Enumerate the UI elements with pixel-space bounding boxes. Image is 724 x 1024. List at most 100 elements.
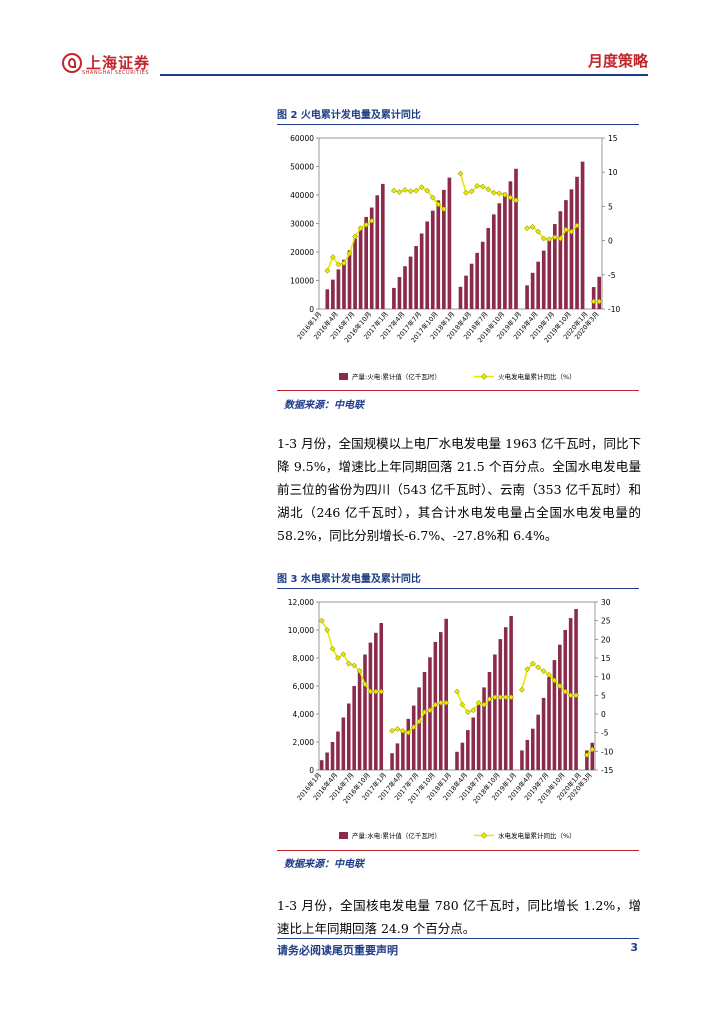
bar (469, 263, 474, 309)
bar (541, 697, 546, 770)
bar (503, 192, 507, 309)
bar (487, 672, 492, 770)
bar (330, 742, 335, 770)
bar (585, 750, 589, 770)
bar (374, 632, 378, 770)
line-point (399, 727, 406, 734)
line-point (590, 298, 597, 305)
y2-axis-tick-label: -15 (601, 766, 613, 775)
line-point (424, 187, 431, 194)
y-axis-tick-label: 6,000 (293, 682, 315, 691)
bar (530, 728, 535, 770)
y2-axis-tick-label: 20 (601, 635, 611, 644)
line-point (429, 194, 436, 201)
bar (482, 687, 486, 770)
y-axis-tick-label: 30000 (290, 220, 314, 229)
bar (430, 210, 435, 309)
line-point (551, 677, 558, 684)
bar (530, 272, 535, 309)
line-point (459, 701, 466, 708)
bar (325, 752, 329, 770)
bar (403, 266, 407, 309)
line-point (485, 186, 492, 193)
bar (442, 189, 446, 309)
line-point (421, 709, 428, 716)
line-point (389, 727, 396, 734)
y2-axis-tick-label: 5 (608, 202, 613, 211)
line-point (546, 236, 553, 243)
bar (353, 238, 357, 309)
paragraph-nuclear: 1-3 月份，全国核电发电量 780 亿千瓦时，同比增长 1.2%，增速比上年同… (277, 898, 641, 936)
line-point (318, 617, 325, 624)
line-point (463, 189, 470, 196)
bar (514, 168, 518, 309)
bar (493, 654, 497, 770)
line-point (324, 267, 331, 274)
line-point (508, 694, 515, 701)
y2-axis-tick-label: -10 (601, 747, 613, 756)
bar (325, 289, 330, 309)
figure-2-top-rule (277, 124, 639, 125)
line-point (432, 701, 439, 708)
bar (397, 277, 402, 309)
bar (547, 238, 552, 309)
header-divider (160, 74, 648, 76)
bar (414, 246, 418, 309)
line-point (341, 260, 347, 267)
bar (591, 287, 596, 309)
line-point (464, 709, 471, 716)
footer-divider (277, 938, 639, 939)
y2-axis-tick-label: -5 (601, 729, 609, 738)
y-axis-tick-label: 20000 (290, 248, 314, 257)
bar (428, 657, 432, 770)
page-number: 3 (630, 941, 638, 954)
bar (563, 630, 568, 770)
line-point (407, 188, 414, 195)
line-point (416, 718, 423, 725)
y-axis-tick-label: 4,000 (293, 710, 315, 719)
bar (364, 216, 368, 309)
footer-disclaimer-note: 请务必阅读尾页重要声明 (277, 944, 398, 957)
figure-3-bottom-rule (277, 850, 639, 851)
bar (408, 256, 413, 309)
line-point (535, 228, 542, 235)
bar (525, 739, 530, 770)
y-axis-tick-label: 0 (309, 766, 314, 775)
y2-axis-tick-label: 30 (601, 598, 611, 607)
line-point (474, 182, 481, 189)
y2-axis-tick-label: 10 (608, 168, 618, 177)
y-axis-tick-label: 2,000 (293, 738, 315, 747)
line-point (497, 694, 504, 701)
bar (331, 279, 335, 309)
y-axis-tick-label: 12,000 (288, 598, 314, 607)
line-point (574, 222, 580, 229)
bar (390, 753, 394, 770)
paragraph-hydro: 1-3 月份，全国规模以上电厂水电发电量 1963 亿千瓦时，同比下降 9.5%… (277, 436, 641, 543)
bar (346, 703, 351, 770)
line-point (589, 746, 596, 753)
bar (541, 250, 546, 309)
line-point (490, 189, 497, 196)
bar (319, 760, 324, 770)
legend-label-line: 火电发电量累计同比（%） (498, 372, 576, 381)
bar (564, 200, 568, 309)
line-point (418, 184, 425, 191)
bar (417, 687, 421, 770)
y2-axis-tick-label: -10 (608, 305, 620, 314)
bar (395, 743, 400, 770)
bar (336, 731, 340, 770)
bar (357, 669, 362, 770)
line-point (524, 225, 531, 232)
line-point (334, 655, 341, 661)
line-point (440, 206, 447, 213)
line-point (524, 666, 531, 673)
line-point (413, 187, 420, 194)
line-point (562, 688, 569, 695)
line-point (367, 688, 374, 695)
y2-axis-tick-label: 15 (601, 654, 611, 663)
line-point (363, 221, 370, 228)
line-point (479, 183, 486, 190)
bar (379, 623, 384, 770)
bar (422, 672, 427, 770)
legend-swatch-marker (480, 373, 488, 380)
